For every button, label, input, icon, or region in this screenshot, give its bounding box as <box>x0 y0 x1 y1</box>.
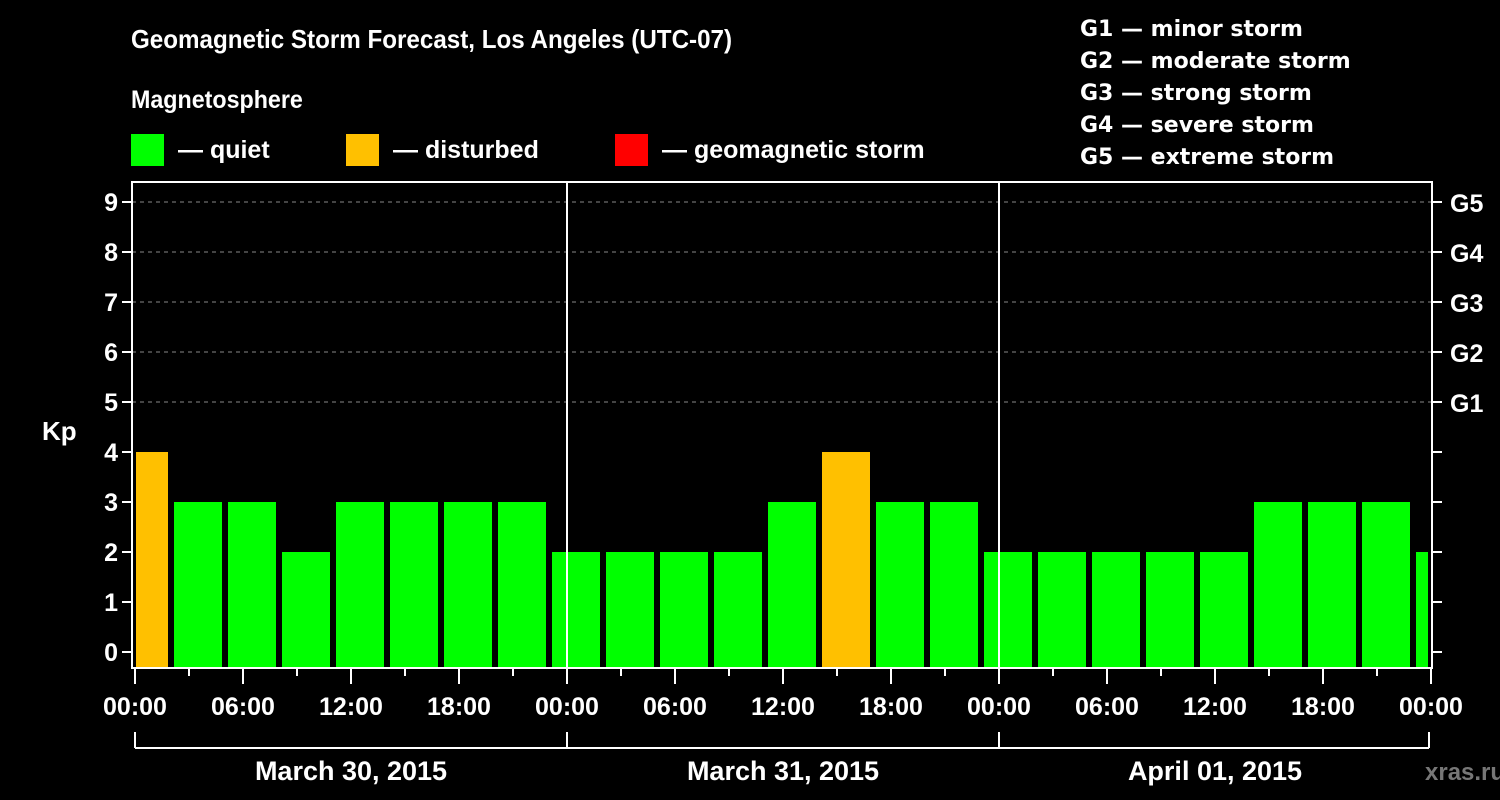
x-tick-label: 12:00 <box>1183 693 1247 721</box>
kp-bar <box>1416 552 1428 668</box>
x-tick-label: 18:00 <box>427 693 491 721</box>
x-tick-label: 12:00 <box>319 693 383 721</box>
y-tick-label: 7 <box>104 289 118 317</box>
y-tick-label: 2 <box>104 539 118 567</box>
kp-bar <box>1200 552 1248 668</box>
axes: 0 1 2 3 4 5 6 7 8 9 G1 G2 G3 G4 G5 00:00 06:00 12:00 18:00… <box>103 181 1483 786</box>
kp-bar <box>1362 502 1410 668</box>
kp-bar <box>876 502 924 668</box>
x-tick-label: 06:00 <box>1075 693 1139 721</box>
y-tick-label: 9 <box>104 189 118 217</box>
kp-bar <box>930 502 978 668</box>
g-tick-label: G1 <box>1450 390 1483 418</box>
y-tick-label: 0 <box>104 639 118 667</box>
gridlines <box>132 201 1432 403</box>
kp-bar <box>606 552 654 668</box>
kp-bar <box>136 452 168 668</box>
kp-bar <box>714 552 762 668</box>
day-label: April 01, 2015 <box>1128 756 1302 786</box>
y-tick-label: 6 <box>104 339 118 367</box>
kp-bar <box>768 502 816 668</box>
kp-bar <box>1038 552 1086 668</box>
legend-disturbed: — disturbed <box>346 134 539 166</box>
legend-title: Magnetosphere <box>131 86 303 114</box>
g5-label: G5 — extreme storm <box>1080 145 1335 170</box>
kp-bar <box>1146 552 1194 668</box>
day-label: March 31, 2015 <box>687 756 879 786</box>
kp-bar <box>660 552 708 668</box>
kp-bar <box>174 502 222 668</box>
y-tick-label: 8 <box>104 239 118 267</box>
kp-bar <box>552 552 600 668</box>
y-tick-label: 3 <box>104 489 118 517</box>
g-tick-label: G5 <box>1450 190 1483 218</box>
x-tick-label: 12:00 <box>751 693 815 721</box>
g-tick-label: G3 <box>1450 290 1483 318</box>
kp-bars <box>136 452 1428 668</box>
x-tick-label: 00:00 <box>1399 693 1463 721</box>
quiet-swatch <box>131 134 164 166</box>
kp-bar <box>1254 502 1302 668</box>
kp-bar <box>1308 502 1356 668</box>
kp-bar <box>282 552 330 668</box>
storm-swatch <box>615 134 648 166</box>
legend-storm-label: — geomagnetic storm <box>662 135 925 164</box>
legend-disturbed-label: — disturbed <box>393 135 539 164</box>
y-tick-label: 1 <box>104 589 118 617</box>
legend-storm: — geomagnetic storm <box>615 134 925 166</box>
kp-bar <box>498 502 546 668</box>
kp-bar <box>444 502 492 668</box>
x-tick-label: 18:00 <box>1291 693 1355 721</box>
legend-quiet-label: — quiet <box>178 135 270 164</box>
kp-bar <box>822 452 870 668</box>
g-tick-label: G2 <box>1450 340 1483 368</box>
g3-label: G3 — strong storm <box>1080 81 1312 106</box>
chart-title: Geomagnetic Storm Forecast, Los Angeles … <box>131 24 733 54</box>
x-tick-label: 06:00 <box>643 693 707 721</box>
disturbed-swatch <box>346 134 379 166</box>
x-tick-label: 00:00 <box>103 693 167 721</box>
kp-bar <box>984 552 1032 668</box>
y-axis-label: Kp <box>42 416 77 446</box>
g-tick-label: G4 <box>1450 240 1483 268</box>
g1-label: G1 — minor storm <box>1080 17 1303 42</box>
x-tick-label: 06:00 <box>211 693 275 721</box>
kp-bar <box>390 502 438 668</box>
x-tick-label: 00:00 <box>535 693 599 721</box>
g-scale-legend: G1 — minor storm G2 — moderate storm G3 … <box>1080 14 1351 174</box>
legend-quiet: — quiet <box>131 134 270 166</box>
y-tick-label: 5 <box>104 389 118 417</box>
x-tick-label: 18:00 <box>859 693 923 721</box>
kp-bar <box>336 502 384 668</box>
y-tick-label: 4 <box>104 439 118 467</box>
g2-label: G2 — moderate storm <box>1080 49 1351 74</box>
kp-bar <box>228 502 276 668</box>
x-tick-label: 00:00 <box>967 693 1031 721</box>
watermark: xras.ru <box>1425 759 1500 786</box>
g4-label: G4 — severe storm <box>1080 113 1314 138</box>
kp-bar <box>1092 552 1140 668</box>
day-label: March 30, 2015 <box>255 756 447 786</box>
